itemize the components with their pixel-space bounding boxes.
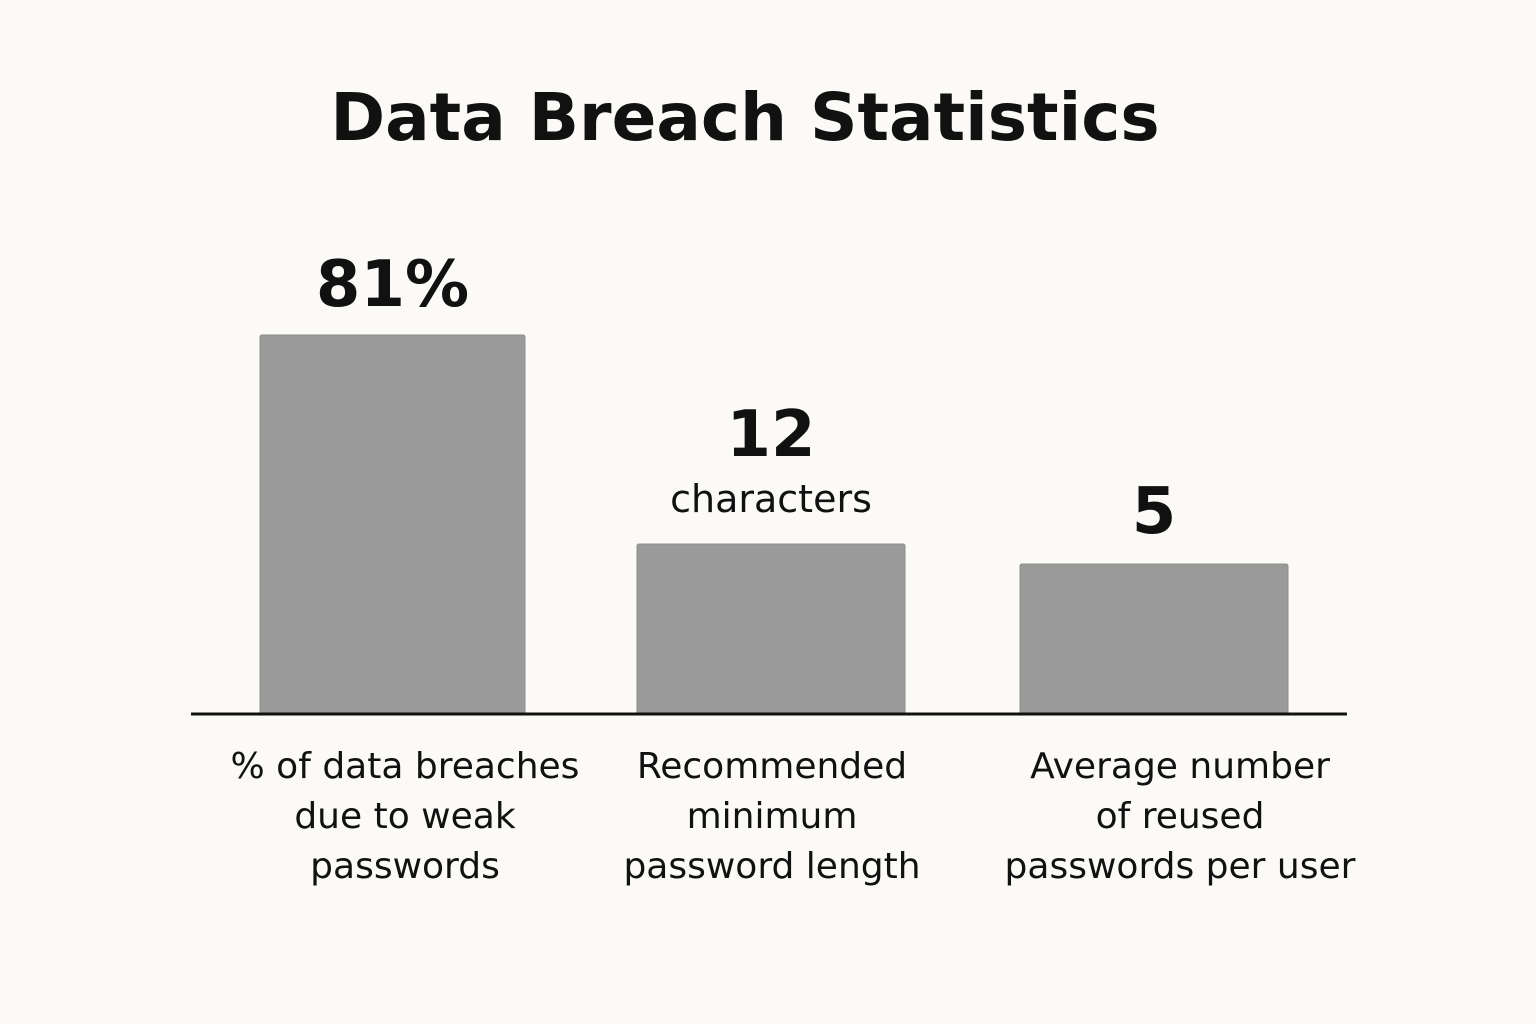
value-labels-group: 81% 12 characters 5 xyxy=(316,248,1176,549)
chart-title: Data Breach Statistics xyxy=(330,79,1159,156)
bar-3 xyxy=(1019,563,1289,715)
category-label-1: % of data breaches due to weak passwords xyxy=(231,746,580,887)
category-label-3: Average number of reused passwords per use… xyxy=(1005,746,1356,887)
bar-1 xyxy=(259,334,526,715)
value-label-2: 12 xyxy=(726,398,815,472)
category-label-line-2-1: Recommended xyxy=(637,746,907,787)
category-labels-group: % of data breaches due to weak passwords Re… xyxy=(231,746,1356,887)
category-label-line-3-3: passwords per user xyxy=(1005,846,1356,887)
category-label-2: Recommended minimum password length xyxy=(623,746,920,887)
category-label-line-1-2: due to weak xyxy=(294,796,515,837)
unit-label-2: characters xyxy=(670,477,872,521)
bar-2 xyxy=(636,543,906,715)
value-label-3: 5 xyxy=(1132,475,1177,549)
bars-group xyxy=(259,334,1289,715)
category-label-line-1-3: passwords xyxy=(310,846,500,887)
category-label-line-2-2: minimum xyxy=(687,796,858,837)
category-label-line-3-1: Average number xyxy=(1030,746,1330,787)
category-label-line-1-1: % of data breaches xyxy=(231,746,580,787)
category-label-line-2-3: password length xyxy=(623,846,920,887)
value-label-1: 81% xyxy=(316,248,469,322)
category-label-line-3-2: of reused xyxy=(1096,796,1265,837)
